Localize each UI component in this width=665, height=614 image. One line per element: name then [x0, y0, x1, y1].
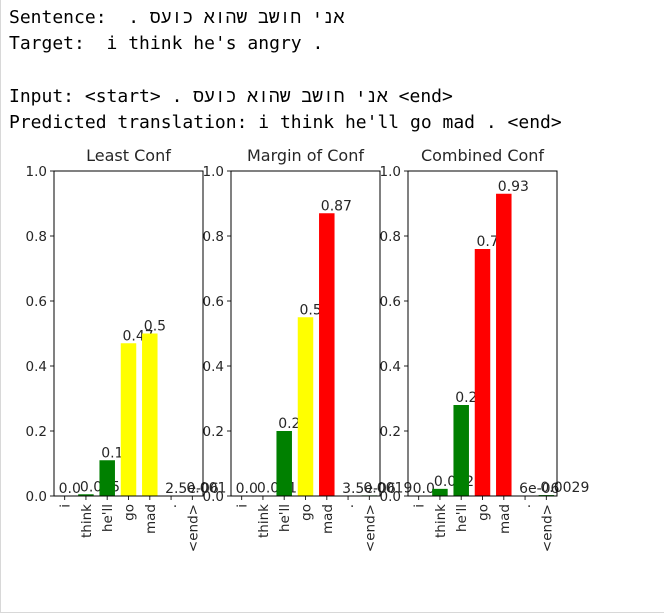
y-tick-label: 1.0: [26, 164, 47, 180]
data-label: 0.2: [278, 416, 300, 432]
plot-frame: [230, 170, 381, 497]
y-tick-label: 0.6: [380, 294, 401, 310]
y-tick-label: 0.2: [203, 424, 224, 440]
x-tick-label: mad: [497, 504, 513, 534]
x-tick-label: he'll: [277, 504, 293, 532]
y-tick-label: 0.6: [203, 294, 224, 310]
predicted-line: Predicted translation: i think he'll go …: [9, 113, 562, 133]
chart-panel-3: 0.0i0.022think0.28he'll0.76go0.93mad6e-0…: [380, 146, 590, 552]
x-tick-label: think: [433, 504, 449, 538]
data-label: 0.001: [186, 481, 226, 497]
x-tick-label: he'll: [100, 504, 116, 532]
x-tick-label: go: [299, 504, 315, 521]
bar-3-2: [432, 488, 448, 496]
y-tick-label: 0.4: [203, 359, 224, 375]
x-tick-label: mad: [320, 504, 336, 534]
data-label: 0.0: [59, 481, 81, 497]
chart-panel-1: 0.0i0.0053think0.11he'll0.47go0.5mad2.5e…: [26, 146, 227, 552]
y-tick-label: 1.0: [203, 164, 224, 180]
data-label: 6e-06: [519, 481, 559, 497]
input-label: Input:: [9, 86, 75, 107]
chart-title: Combined Conf: [421, 146, 544, 165]
y-tick-label: 0.8: [203, 229, 224, 245]
y-tick-label: 0.4: [380, 359, 401, 375]
predicted-text: i think he'll go mad . <end>: [258, 112, 562, 133]
y-tick-label: 0.8: [26, 229, 47, 245]
data-label: 0.5: [144, 319, 166, 335]
y-tick-label: 0.0: [380, 489, 401, 505]
plot-frame: [407, 170, 558, 497]
sentence-label: Sentence:: [9, 7, 107, 28]
y-tick-label: 0.6: [26, 294, 47, 310]
x-tick-label: i: [235, 504, 251, 508]
bar-2-4: [297, 317, 314, 496]
data-label: 0.0029: [540, 480, 589, 496]
x-tick-label: <end>: [185, 504, 201, 552]
target-line: Target: i think he's angry .: [9, 34, 323, 54]
x-tick-label: think: [256, 504, 272, 538]
target-text: i think he's angry .: [106, 33, 324, 54]
x-tick-label: <end>: [362, 504, 378, 552]
x-tick-label: mad: [143, 504, 159, 534]
x-tick-label: <end>: [539, 504, 555, 552]
bar-1-4: [120, 343, 137, 496]
plot-frame: [53, 170, 204, 497]
data-label: 0.93: [498, 179, 529, 195]
chart-title: Margin of Conf: [247, 146, 364, 165]
y-tick-label: 1.0: [380, 164, 401, 180]
predicted-label: Predicted translation:: [9, 112, 248, 133]
data-label: 0.0: [413, 481, 435, 497]
sentence-text: אני חושב שהוא כועס .: [128, 7, 345, 28]
input-start-token: <start>: [84, 86, 161, 107]
x-tick-label: he'll: [454, 504, 470, 532]
chart-title: Least Conf: [86, 146, 171, 165]
x-tick-label: go: [122, 504, 138, 521]
x-tick-label: .: [518, 504, 534, 508]
data-label: 3.5e-06: [342, 481, 396, 497]
bar-3-5: [496, 193, 512, 496]
x-tick-label: .: [164, 504, 180, 508]
bar-1-5: [142, 333, 158, 496]
bar-3-3: [453, 405, 469, 496]
bar-1-2: [78, 494, 94, 496]
bar-2-5: [319, 213, 335, 496]
y-tick-label: 0.8: [380, 229, 401, 245]
x-tick-label: think: [79, 504, 95, 538]
x-tick-label: i: [412, 504, 428, 508]
data-label: 0.0: [236, 481, 258, 497]
y-tick-label: 0.2: [380, 424, 401, 440]
x-tick-label: i: [58, 504, 74, 508]
bar-3-4: [474, 249, 491, 496]
input-end-token: <end>: [398, 86, 453, 107]
bar-1-3: [99, 460, 115, 496]
x-tick-label: go: [476, 504, 492, 521]
chart-panel-2: 0.0i0.0013think0.2he'll0.55go0.87mad3.5e…: [203, 146, 413, 552]
target-label: Target:: [9, 33, 85, 54]
input-text: אני חושב שהוא כועס .: [171, 86, 388, 107]
y-tick-label: 0.0: [203, 489, 224, 505]
data-label: 0.87: [321, 198, 352, 214]
data-label: 0.0019: [363, 480, 412, 496]
bar-2-3: [276, 431, 292, 496]
y-tick-label: 0.4: [26, 359, 47, 375]
y-tick-label: 0.2: [26, 424, 47, 440]
data-label: 2.5e-06: [165, 481, 219, 497]
x-tick-label: .: [341, 504, 357, 508]
sentence-line: Sentence: אני חושב שהוא כועס .: [9, 8, 344, 28]
y-tick-label: 0.0: [26, 489, 47, 505]
input-line: Input: <start> אני חושב שהוא כועס . <end…: [9, 87, 453, 107]
